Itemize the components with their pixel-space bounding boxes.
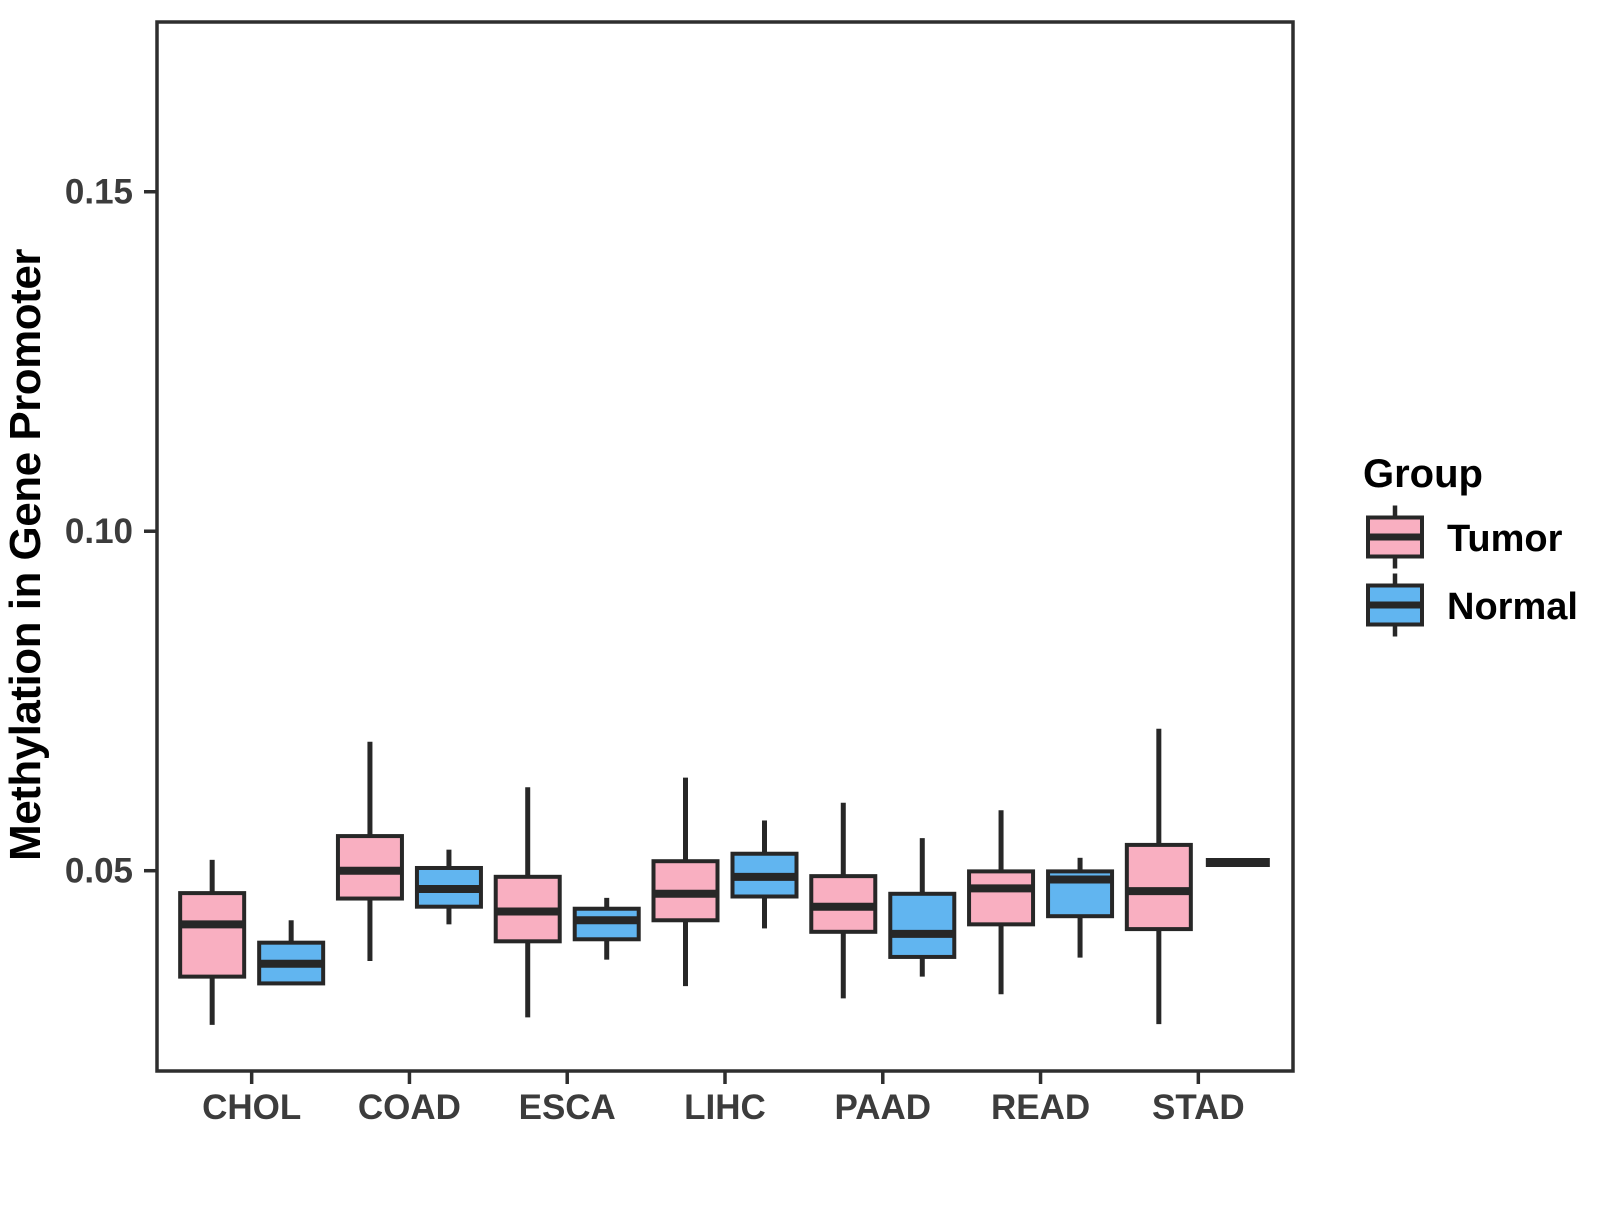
boxes-layer <box>178 728 1270 1025</box>
y-tick-label: 0.05 <box>65 852 133 891</box>
box-lihc-tumor <box>651 777 720 987</box>
y-tick-label: 0.15 <box>65 173 133 212</box>
x-tick-label: STAD <box>1152 1088 1245 1127</box>
x-tick-label: COAD <box>358 1088 461 1127</box>
iqr-box <box>888 891 957 959</box>
y-tick-label: 0.10 <box>65 512 133 551</box>
box-esca-tumor <box>493 787 562 1018</box>
legend-key-normal <box>1366 573 1424 637</box>
x-tick-label: READ <box>991 1088 1090 1127</box>
x-axis: CHOL COAD ESCA LIHC PAAD READ STAD <box>202 1071 1245 1127</box>
box-read-tumor <box>967 810 1036 995</box>
iqr-box <box>967 869 1036 927</box>
x-tick-label: PAAD <box>834 1088 931 1127</box>
box-read-normal <box>1046 857 1115 958</box>
box-lihc-normal <box>730 820 799 929</box>
legend-key-tumor <box>1366 505 1424 569</box>
y-axis: 0.05 0.10 0.15 <box>65 173 157 891</box>
box-coad-tumor <box>335 741 404 962</box>
legend-keys <box>1366 505 1424 637</box>
box-coad-normal <box>414 849 483 925</box>
x-tick-label: CHOL <box>202 1088 301 1127</box>
legend: Group Tumor Normal <box>1363 452 1578 637</box>
x-tick-label: ESCA <box>519 1088 616 1127</box>
legend-label-tumor: Tumor <box>1447 518 1563 560</box>
iqr-box <box>1124 842 1193 932</box>
x-tick-label: LIHC <box>684 1088 766 1127</box>
box-chol-tumor <box>178 859 247 1025</box>
plot-panel-border <box>155 20 1295 1073</box>
box-paad-tumor <box>809 802 878 999</box>
box-stad-tumor <box>1124 728 1193 1025</box>
legend-title: Group <box>1363 452 1483 496</box>
iqr-box <box>178 891 247 979</box>
box-chol-normal <box>257 920 326 986</box>
legend-label-normal: Normal <box>1447 586 1578 628</box>
box-esca-normal <box>572 897 641 960</box>
box-paad-normal <box>888 838 957 977</box>
y-axis-title: Methylation in Gene Promoter <box>1 249 50 861</box>
